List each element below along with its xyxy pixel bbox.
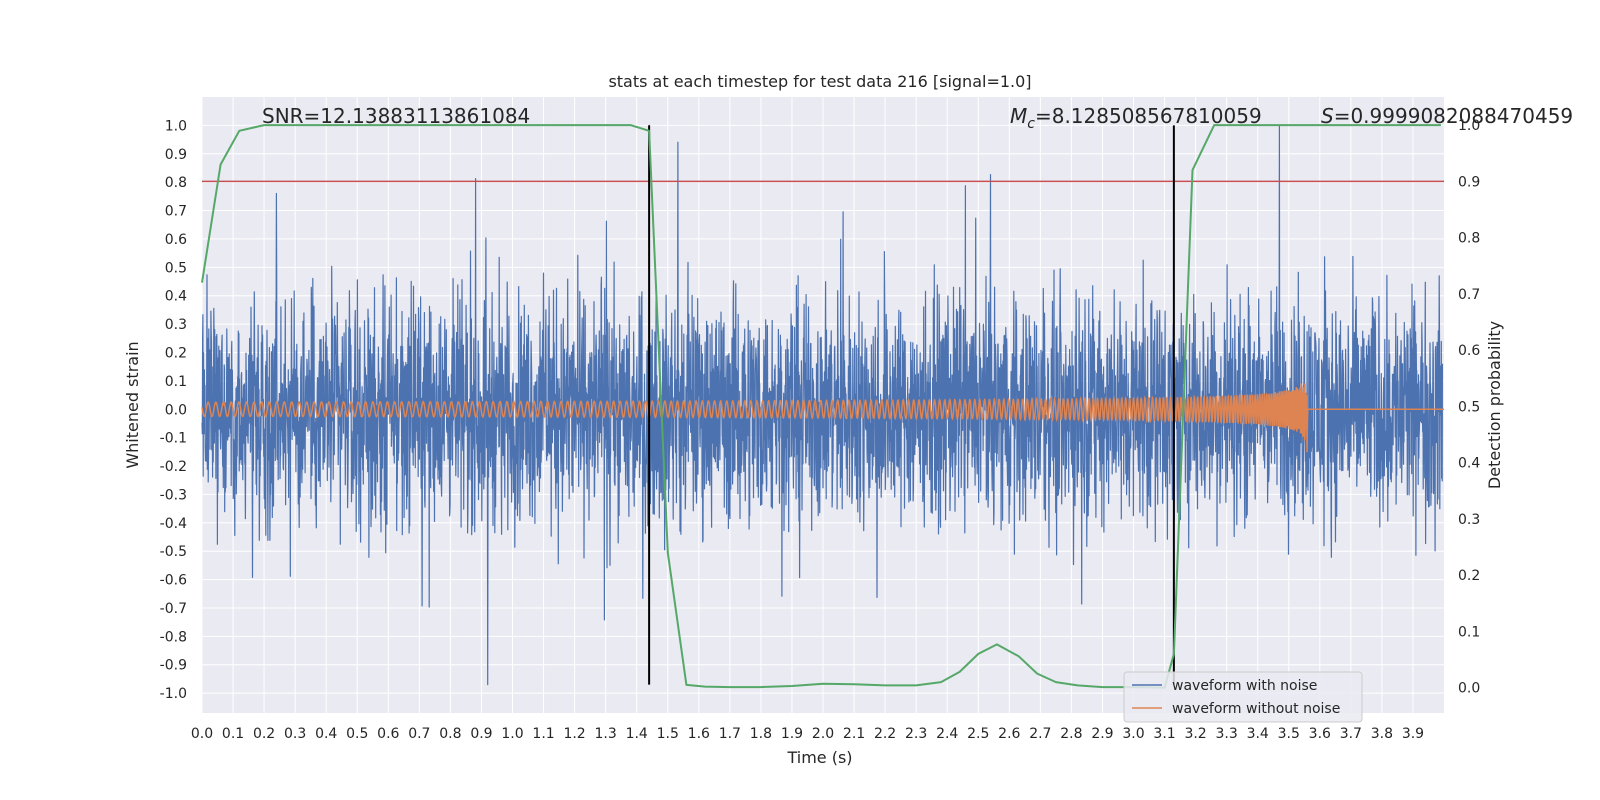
x-tick-label: 0.6: [377, 726, 399, 742]
y2-tick-label: 0.6: [1458, 343, 1480, 359]
y2-tick-label: 0.0: [1458, 681, 1480, 697]
x-tick-label: 0.8: [439, 726, 461, 742]
legend-box: [1123, 671, 1363, 723]
x-tick-label: 1.6: [688, 726, 710, 742]
y-tick-label: -0.2: [160, 459, 187, 475]
y2-tick-label: 0.5: [1458, 399, 1480, 415]
x-tick-label: 3.8: [1371, 726, 1393, 742]
x-tick-label: 1.3: [595, 726, 617, 742]
y-tick-label: -0.7: [160, 601, 187, 617]
x-tick-label: 1.8: [750, 726, 772, 742]
y2-tick-label: 0.3: [1458, 512, 1480, 528]
y-tick-label: 0.4: [165, 289, 187, 305]
s-symbol: S: [1321, 104, 1334, 128]
x-tick-label: 3.5: [1278, 726, 1300, 742]
chirp-mass-value: =8.128508567810059: [1035, 104, 1262, 128]
x-tick-label: 1.9: [781, 726, 803, 742]
x-tick-label: 1.5: [657, 726, 679, 742]
y-tick-label: -0.3: [160, 487, 187, 503]
x-tick-label: 0.4: [315, 726, 337, 742]
y2-tick-label: 1.0: [1458, 118, 1480, 134]
y-tick-label: -0.6: [160, 573, 187, 589]
snr-annotation: SNR=12.13883113861084: [262, 104, 530, 128]
series-detection-probability: [201, 124, 1441, 689]
y2-axis-label: Detection probability: [1485, 321, 1504, 489]
legend-label-clean: waveform without noise: [1172, 701, 1340, 717]
series-waveform-with-noise: [201, 124, 1444, 686]
detection-probability-line: [201, 124, 1441, 689]
x-tick-label: 2.6: [998, 726, 1020, 742]
y-tick-label: 0.9: [165, 147, 187, 163]
x-tick-label: 1.2: [563, 726, 585, 742]
x-tick-label: 0.9: [470, 726, 492, 742]
y-tick-label: 0.8: [165, 175, 187, 191]
s-annotation: S=0.9999082088470459: [1321, 104, 1573, 128]
y2-tick-label: 0.9: [1458, 174, 1480, 190]
x-tick-label: 2.1: [843, 726, 865, 742]
y-tick-label: 1.0: [165, 118, 187, 134]
y-tick-label: 0.2: [165, 345, 187, 361]
y-axis-label: Whitened strain: [123, 341, 142, 468]
y2-tick-label: 0.8: [1458, 231, 1480, 247]
x-tick-label: 2.7: [1029, 726, 1051, 742]
x-tick-label: 3.4: [1247, 726, 1269, 742]
series-waveform-without-noise: [201, 383, 1444, 453]
x-tick-label: 0.1: [222, 726, 244, 742]
x-tick-label: 0.3: [284, 726, 306, 742]
s-value: =0.9999082088470459: [1334, 104, 1573, 128]
y-tick-label: 0.0: [165, 402, 187, 418]
legend: waveform with noise waveform without noi…: [1123, 671, 1363, 723]
chirp-mass-subscript: c: [1027, 116, 1035, 132]
waveform-without-noise-line: [201, 383, 1444, 453]
legend-label-noise: waveform with noise: [1172, 678, 1317, 694]
x-tick-label: 3.1: [1153, 726, 1175, 742]
y-tick-labels: 1.0 0.9 0.8 0.7 0.6 0.5 0.4 0.3 0.2 0.1 0.0 -0.1 -0.…: [160, 118, 187, 702]
x-tick-label: 2.0: [812, 726, 834, 742]
y2-tick-label: 0.7: [1458, 287, 1480, 303]
x-tick-label: 2.4: [936, 726, 958, 742]
chart-title: stats at each timestep for test data 216…: [608, 72, 1031, 91]
chirp-mass-annotation: Mc=8.128508567810059: [1010, 104, 1262, 132]
y2-tick-label: 0.4: [1458, 456, 1480, 472]
x-tick-label: 3.2: [1184, 726, 1206, 742]
x-tick-label: 2.3: [905, 726, 927, 742]
x-tick-label: 2.5: [967, 726, 989, 742]
x-tick-label: 3.6: [1309, 726, 1331, 742]
x-tick-label: 1.7: [719, 726, 741, 742]
y-tick-label: 0.5: [165, 260, 187, 276]
y-tick-label: 0.3: [165, 317, 187, 333]
x-tick-label: 1.1: [532, 726, 554, 742]
y2-tick-labels: 1.0 0.9 0.8 0.7 0.6 0.5 0.4 0.3 0.2 0.1 0.0: [1458, 118, 1480, 697]
y-tick-label: -0.9: [160, 658, 187, 674]
x-tick-label: 0.5: [346, 726, 368, 742]
x-tick-label: 2.8: [1060, 726, 1082, 742]
reference-lines: [202, 125, 1444, 685]
x-tick-label: 2.9: [1091, 726, 1113, 742]
chirp-mass-symbol: M: [1010, 104, 1027, 128]
x-tick-label: 1.4: [626, 726, 648, 742]
waveform-with-noise-line: [201, 124, 1444, 686]
x-tick-label: 0.7: [408, 726, 430, 742]
x-tick-label: 0.2: [253, 726, 275, 742]
y-tick-label: -0.1: [160, 431, 187, 447]
y-tick-label: -0.4: [160, 516, 187, 532]
y2-tick-label: 0.1: [1458, 624, 1480, 640]
x-tick-label: 1.0: [501, 726, 523, 742]
y-tick-label: -0.8: [160, 629, 187, 645]
y2-tick-label: 0.2: [1458, 568, 1480, 584]
x-tick-label: 2.2: [874, 726, 896, 742]
x-tick-label: 3.7: [1340, 726, 1362, 742]
x-tick-label: 0.0: [191, 726, 213, 742]
x-tick-label: 3.3: [1216, 726, 1238, 742]
x-axis-label: Time (s): [786, 748, 852, 767]
x-tick-labels: 0.0 0.1 0.2 0.3 0.4 0.5 0.6 0.7 0.8 0.9 1.0 1.1 1.2 1…: [191, 726, 1424, 742]
y-tick-label: 0.6: [165, 232, 187, 248]
y-tick-label: 0.7: [165, 204, 187, 220]
y-tick-label: -1.0: [160, 686, 187, 702]
y-tick-label: 0.1: [165, 374, 187, 390]
x-tick-label: 3.0: [1122, 726, 1144, 742]
x-tick-label: 3.9: [1402, 726, 1424, 742]
y-tick-label: -0.5: [160, 544, 187, 560]
